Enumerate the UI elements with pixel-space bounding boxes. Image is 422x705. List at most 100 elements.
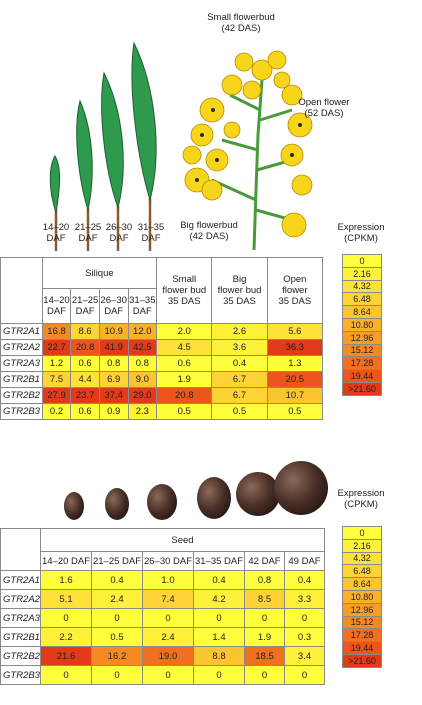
heatmap-cell: 2.0 bbox=[156, 323, 213, 340]
heatmap-row: GTR2B1 7.5 4.4 6.9 9.0 1.9 6.7 20.5 bbox=[0, 371, 324, 388]
column-header-line: 21–25 bbox=[71, 295, 99, 306]
seed-42-daf bbox=[236, 472, 280, 516]
heatmap-cell: 27.9 bbox=[41, 387, 72, 404]
legend-row: 15.12 bbox=[342, 615, 382, 630]
open-flower-label: Open flower (52 DAS) bbox=[298, 97, 350, 119]
heatmap-cell: 1.9 bbox=[244, 627, 285, 647]
heatmap-header-row: 14–20 DAF 21–25 DAF 26–30 DAF 31–35 DAF 42 D… bbox=[1, 551, 325, 571]
heatmap-cell: 22.7 bbox=[41, 339, 72, 356]
legend-swatch: 12.96 bbox=[342, 330, 382, 345]
heatmap-row: GTR2A1 1.6 0.4 1.0 0.4 0.8 0.4 bbox=[0, 570, 325, 590]
seed-21-25-daf bbox=[105, 488, 129, 520]
heatmap-cell: 0.5 bbox=[156, 403, 213, 420]
gene-label: GTR2B1 bbox=[0, 371, 43, 388]
legend-swatch: >21.60 bbox=[342, 653, 382, 668]
heatmap-cell: 10.7 bbox=[266, 387, 324, 404]
column-header: 42 DAF bbox=[244, 551, 285, 571]
seed-31-35-daf bbox=[197, 477, 231, 519]
legend-swatch: 2.16 bbox=[342, 266, 382, 281]
heatmap-cell: 0 bbox=[193, 665, 245, 685]
heatmap-cell: 1.0 bbox=[142, 570, 194, 590]
legend-row: 19.44 bbox=[342, 369, 382, 383]
heatmap-cell: 0 bbox=[284, 608, 325, 628]
gene-label: GTR2A3 bbox=[0, 355, 43, 372]
column-header-line: 26–30 bbox=[100, 295, 127, 306]
heatmap-cell: 21.6 bbox=[40, 646, 92, 666]
heatmap-cell: 0 bbox=[91, 665, 143, 685]
silique-26-30-daf bbox=[101, 71, 124, 251]
gene-label: GTR2A3 bbox=[0, 608, 41, 628]
legend-row: 12.96 bbox=[342, 602, 382, 617]
heatmap-cell: 5.6 bbox=[266, 323, 324, 340]
heatmap-cell: 41.9 bbox=[98, 339, 129, 356]
heatmap-cell: 8.5 bbox=[244, 589, 285, 609]
legend-swatch: 10.80 bbox=[342, 317, 382, 332]
legend-row: >21.60 bbox=[342, 653, 382, 668]
heatmap-corner bbox=[0, 528, 41, 571]
gene-label: GTR2A2 bbox=[0, 589, 41, 609]
heatmap-cell: 0.4 bbox=[284, 570, 325, 590]
heatmap-cell: 19.0 bbox=[142, 646, 194, 666]
legend-swatch: 8.64 bbox=[342, 305, 382, 319]
column-header-line: DAF bbox=[47, 306, 67, 317]
flower-inflorescence-illustration bbox=[182, 50, 313, 251]
legend-swatch: 2.16 bbox=[342, 538, 382, 553]
heatmap-cell: 0.8 bbox=[127, 355, 158, 372]
column-header: 49 DAF bbox=[284, 551, 325, 571]
heatmap-header-row: Seed bbox=[0, 528, 325, 571]
gene-label: GTR2B2 bbox=[0, 646, 41, 666]
legend-row: 10.80 bbox=[342, 317, 382, 332]
seed-heatmap: Seed 14–20 DAF 21–25 DAF 26–30 DAF 31–35 DAF… bbox=[0, 528, 325, 685]
legend-swatch: 19.44 bbox=[342, 369, 382, 383]
silique-group-header: Silique bbox=[41, 257, 158, 289]
heatmap-cell: 6.9 bbox=[98, 371, 129, 388]
column-header-line: Small bbox=[172, 274, 197, 285]
heatmap-row: GTR2A3 1.2 0.6 0.8 0.8 0.6 0.4 1.3 bbox=[0, 355, 324, 372]
heatmap-cell: 0 bbox=[40, 608, 92, 628]
gene-label: GTR2B3 bbox=[0, 665, 41, 685]
heatmap-cell: 18.5 bbox=[244, 646, 285, 666]
heatmap-cell: 0 bbox=[193, 608, 245, 628]
heatmap-cell: 0.6 bbox=[70, 355, 100, 372]
heatmap-cell: 9.0 bbox=[127, 371, 158, 388]
legend-row: 12.96 bbox=[342, 330, 382, 345]
heatmap-cell: 23.7 bbox=[70, 387, 100, 404]
column-header-line: 14–20 bbox=[43, 295, 70, 306]
heatmap-cell: 0.4 bbox=[193, 570, 245, 590]
silique-age-label-4: 31–35 DAF bbox=[135, 222, 167, 244]
heatmap-row: GTR2A2 5.1 2.4 7.4 4.2 8.5 3.3 bbox=[0, 589, 325, 609]
heatmap-cell: 0 bbox=[244, 665, 285, 685]
legend-row: 17.28 bbox=[342, 628, 382, 643]
heatmap-cell: 29.0 bbox=[127, 387, 158, 404]
legend-row: 2.16 bbox=[342, 266, 382, 281]
heatmap-cell: 0 bbox=[244, 608, 285, 628]
legend-row: 4.32 bbox=[342, 279, 382, 294]
heatmap-cell: 0.6 bbox=[70, 403, 100, 420]
legend-row: 8.64 bbox=[342, 577, 382, 591]
column-header-line: Big bbox=[232, 274, 247, 285]
heatmap-cell: 2.4 bbox=[91, 589, 143, 609]
legend-row: 0 bbox=[342, 526, 382, 540]
heatmap-cell: 3.6 bbox=[211, 339, 268, 356]
column-header-line: DAF bbox=[104, 306, 124, 317]
legend-row: 17.28 bbox=[342, 356, 382, 371]
heatmap-row: GTR2B1 2.2 0.5 2.4 1.4 1.9 0.3 bbox=[0, 627, 325, 647]
legend-swatch: >21.60 bbox=[342, 381, 382, 396]
heatmap-cell: 6.7 bbox=[211, 387, 268, 404]
column-header: Big flower bud 35 DAS bbox=[211, 257, 268, 324]
silique-age-label-text: 31–35 DAF bbox=[137, 222, 165, 244]
legend-swatch: 4.32 bbox=[342, 551, 382, 566]
legend-row: 19.44 bbox=[342, 641, 382, 655]
heatmap-corner bbox=[0, 257, 43, 324]
legend-row: 2.16 bbox=[342, 538, 382, 553]
heatmap-cell: 0.2 bbox=[41, 403, 72, 420]
legend-title: Expression (CPKM) bbox=[337, 222, 385, 244]
heatmap-cell: 7.4 bbox=[142, 589, 194, 609]
legend-swatch: 19.44 bbox=[342, 641, 382, 655]
legend-row: 15.12 bbox=[342, 343, 382, 358]
heatmap-cell: 12.0 bbox=[127, 323, 158, 340]
column-header: 31–35 DAF bbox=[193, 551, 245, 571]
heatmap-cell: 0.8 bbox=[244, 570, 285, 590]
column-header-line: 31–35 bbox=[129, 295, 156, 306]
silique-age-label-text: 21–25 DAF bbox=[74, 222, 102, 244]
